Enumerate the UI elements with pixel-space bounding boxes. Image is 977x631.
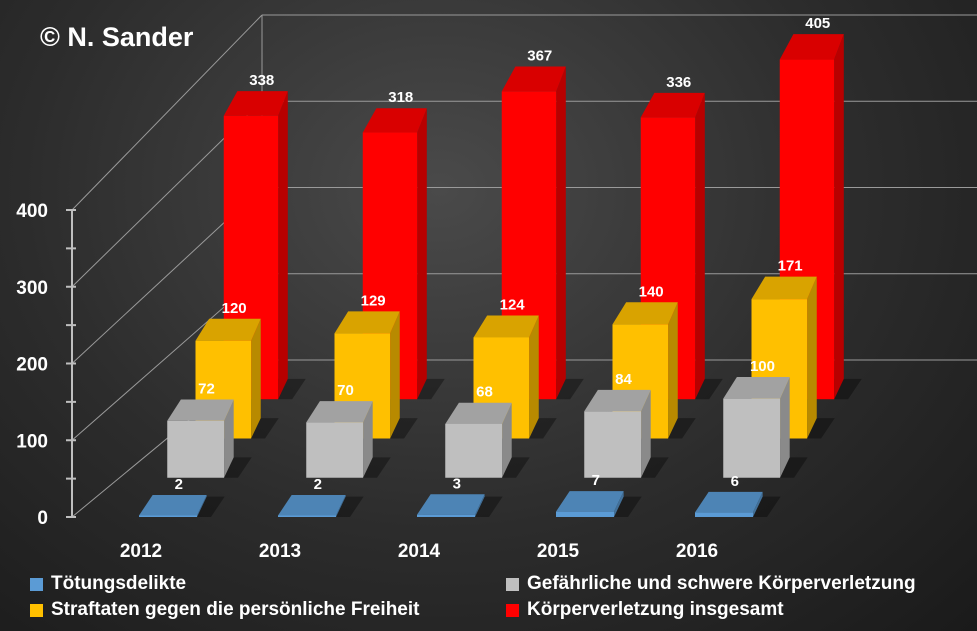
bar-side xyxy=(278,91,288,400)
bar-top xyxy=(501,66,566,92)
bar-side xyxy=(197,495,207,517)
bar-top xyxy=(640,92,705,118)
data-label: 336 xyxy=(666,74,691,91)
bar xyxy=(445,423,503,478)
bar-top xyxy=(334,311,400,334)
bar-side xyxy=(753,491,763,517)
bar-side xyxy=(641,389,651,478)
category-label: 2013 xyxy=(259,541,301,562)
bar-side xyxy=(475,494,485,517)
bar-top xyxy=(695,491,763,513)
legend-swatch xyxy=(506,577,519,591)
bar-top xyxy=(167,399,234,421)
bar-side xyxy=(417,108,427,400)
legend: Tötungsdelikte Gefährliche und schwere K… xyxy=(30,573,970,631)
legend-label: Gefährliche und schwere Körperverletzung xyxy=(527,573,916,594)
bar-top xyxy=(362,108,427,133)
data-label: 367 xyxy=(527,47,552,64)
y-tick-label: 100 xyxy=(16,431,48,452)
y-tick-label: 300 xyxy=(16,278,48,299)
bar xyxy=(556,511,614,517)
bar-side xyxy=(695,92,705,400)
bar-side xyxy=(336,495,346,517)
category-label: 2016 xyxy=(676,541,718,562)
legend-label: Straftaten gegen die persönliche Freihei… xyxy=(51,599,420,620)
bar xyxy=(695,512,753,517)
data-label: 2 xyxy=(175,476,183,493)
bar-top xyxy=(417,494,485,515)
bar-top xyxy=(195,318,261,341)
data-label: 6 xyxy=(731,473,739,490)
data-label: 2 xyxy=(314,476,322,493)
gridline-side xyxy=(71,14,263,211)
copyright-notice: © N. Sander xyxy=(40,22,194,52)
bar-top xyxy=(584,389,651,412)
data-label: 171 xyxy=(778,258,803,275)
bar xyxy=(417,514,475,517)
legend-item-gefaehrliche-koerperverletzung: Gefährliche und schwere Körperverletzung xyxy=(506,573,916,595)
data-label: 7 xyxy=(592,472,600,489)
bar-top xyxy=(306,401,373,423)
bar-side xyxy=(614,491,624,517)
data-label: 124 xyxy=(500,296,526,313)
bar-top xyxy=(473,315,539,338)
bar xyxy=(723,398,781,478)
bar-top xyxy=(223,91,288,116)
bar-top xyxy=(751,276,817,300)
bar-top xyxy=(612,302,678,325)
data-label: 70 xyxy=(337,382,354,399)
y-tick-label: 200 xyxy=(16,355,48,376)
data-label: 338 xyxy=(249,72,274,89)
bar-top xyxy=(445,402,512,424)
category-label: 2012 xyxy=(120,541,162,562)
data-label: 3 xyxy=(453,475,461,492)
bar xyxy=(306,422,364,478)
bar-top xyxy=(779,34,844,60)
legend-label: Körperverletzung insgesamt xyxy=(527,599,784,620)
data-label: 120 xyxy=(222,300,247,317)
bar-side xyxy=(556,66,566,400)
bar-side xyxy=(668,302,678,439)
bar-side xyxy=(529,315,539,439)
bar-side xyxy=(251,318,261,439)
bar-top xyxy=(556,491,624,512)
bar-side xyxy=(834,34,844,400)
bar xyxy=(278,515,336,517)
category-label: 2015 xyxy=(537,541,580,562)
legend-item-koerperverletzung-insgesamt: Körperverletzung insgesamt xyxy=(506,599,784,621)
data-label: 129 xyxy=(361,292,386,309)
bar-top xyxy=(723,376,790,399)
legend-swatch xyxy=(30,603,43,617)
bar-side xyxy=(224,399,234,478)
data-label: 68 xyxy=(476,384,493,401)
bar-top xyxy=(278,495,346,516)
legend-label: Tötungsdelikte xyxy=(51,573,187,594)
bar xyxy=(584,411,642,478)
data-label: 100 xyxy=(750,358,775,375)
legend-swatch xyxy=(506,603,519,617)
y-tick-label: 400 xyxy=(16,201,48,222)
bar-top xyxy=(139,495,207,516)
legend-item-straftaten-freiheit: Straftaten gegen die persönliche Freihei… xyxy=(30,599,419,621)
bar-side xyxy=(502,402,512,478)
bar-side xyxy=(807,276,817,439)
bar-side xyxy=(390,311,400,439)
data-label: 140 xyxy=(639,283,664,300)
bar xyxy=(167,420,225,478)
legend-item-toetungsdelikte: Tötungsdelikte xyxy=(30,573,186,595)
data-label: 405 xyxy=(805,15,830,32)
bar xyxy=(139,515,197,517)
data-label: 72 xyxy=(198,380,215,397)
bar-side xyxy=(363,401,373,478)
data-label: 318 xyxy=(388,89,413,106)
legend-swatch xyxy=(30,577,43,591)
y-tick-label: 0 xyxy=(37,508,48,529)
data-label: 84 xyxy=(615,371,632,388)
category-label: 2014 xyxy=(398,541,441,562)
bar-side xyxy=(780,376,790,478)
